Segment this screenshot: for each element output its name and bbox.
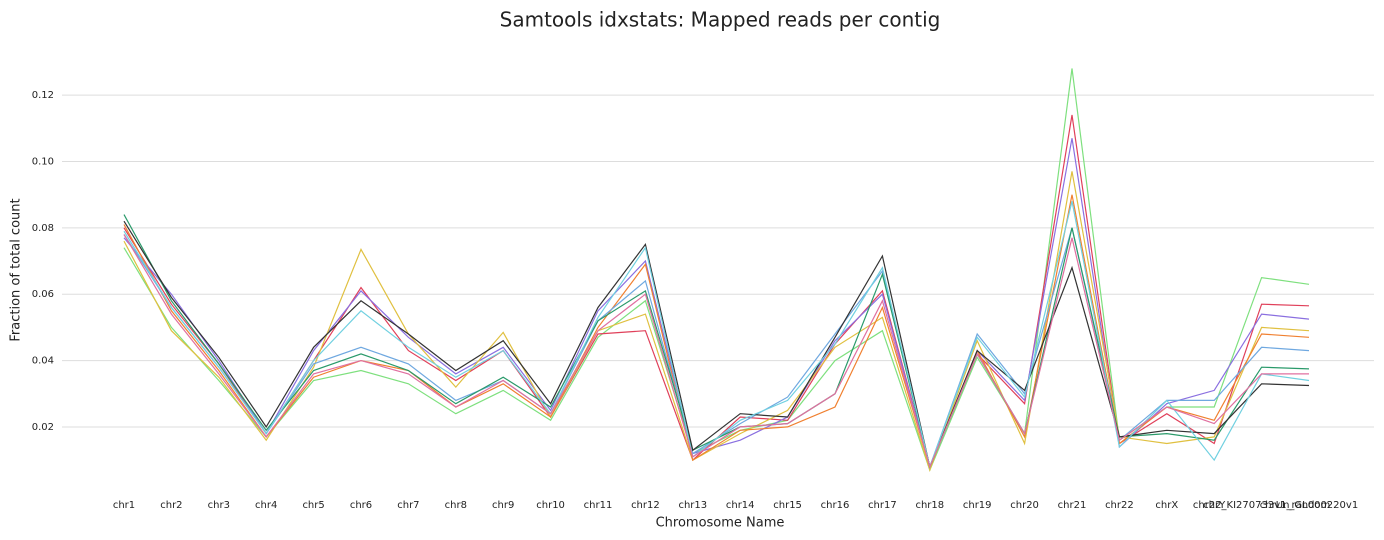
x-tick-label: chr1 — [113, 500, 135, 511]
x-tick-label: chr7 — [397, 500, 419, 511]
x-tick-label: chr8 — [445, 500, 467, 511]
x-tick-label: chr10 — [536, 500, 565, 511]
y-tick-label: 0.08 — [32, 223, 54, 234]
y-axis-label: Fraction of total count — [9, 198, 24, 341]
y-tick-label: 0.02 — [32, 422, 54, 433]
x-tick-label: chr19 — [963, 500, 992, 511]
x-tick-label: chr22_KI270733v1_random — [1193, 500, 1330, 511]
y-tick-label: 0.04 — [32, 356, 54, 367]
x-tick-label: chr5 — [302, 500, 324, 511]
x-tick-label: chr12 — [631, 500, 660, 511]
series-line — [123, 114, 1310, 469]
x-tick-label: chr2 — [160, 500, 182, 511]
x-tick-label: chr22 — [1105, 500, 1134, 511]
x-tick-label: chr20 — [1010, 500, 1039, 511]
y-tick-label: 0.12 — [32, 90, 54, 101]
x-tick-label: chr3 — [208, 500, 230, 511]
x-tick-label: chr11 — [584, 500, 613, 511]
series-line — [123, 234, 1309, 469]
series-line — [123, 68, 1310, 472]
chart-title: Samtools idxstats: Mapped reads per cont… — [500, 8, 941, 32]
x-tick-label: chr9 — [492, 500, 514, 511]
series-line — [123, 171, 1310, 472]
x-tick-label: chr15 — [773, 500, 802, 511]
x-tick-label: chr13 — [678, 500, 707, 511]
series-line — [123, 227, 1310, 469]
x-tick-label: chr6 — [350, 500, 372, 511]
x-tick-label: chr18 — [915, 500, 944, 511]
y-tick-label: 0.10 — [32, 156, 54, 167]
series-line — [123, 194, 1310, 469]
x-axis-label: Chromosome Name — [656, 516, 785, 531]
series-line — [123, 138, 1310, 469]
x-tick-label: chrX — [1155, 500, 1178, 511]
series-line — [123, 214, 1310, 469]
x-tick-label: chr16 — [821, 500, 850, 511]
x-tick-label: chr21 — [1058, 500, 1087, 511]
x-tick-label: chrY — [1203, 500, 1226, 511]
x-tick-label: chrUn_GL000220v1 — [1260, 500, 1358, 511]
y-tick-label: 0.06 — [32, 289, 54, 300]
x-tick-label: chr14 — [726, 500, 755, 511]
x-tick-label: chr17 — [868, 500, 897, 511]
x-tick-label: chr4 — [255, 500, 277, 511]
